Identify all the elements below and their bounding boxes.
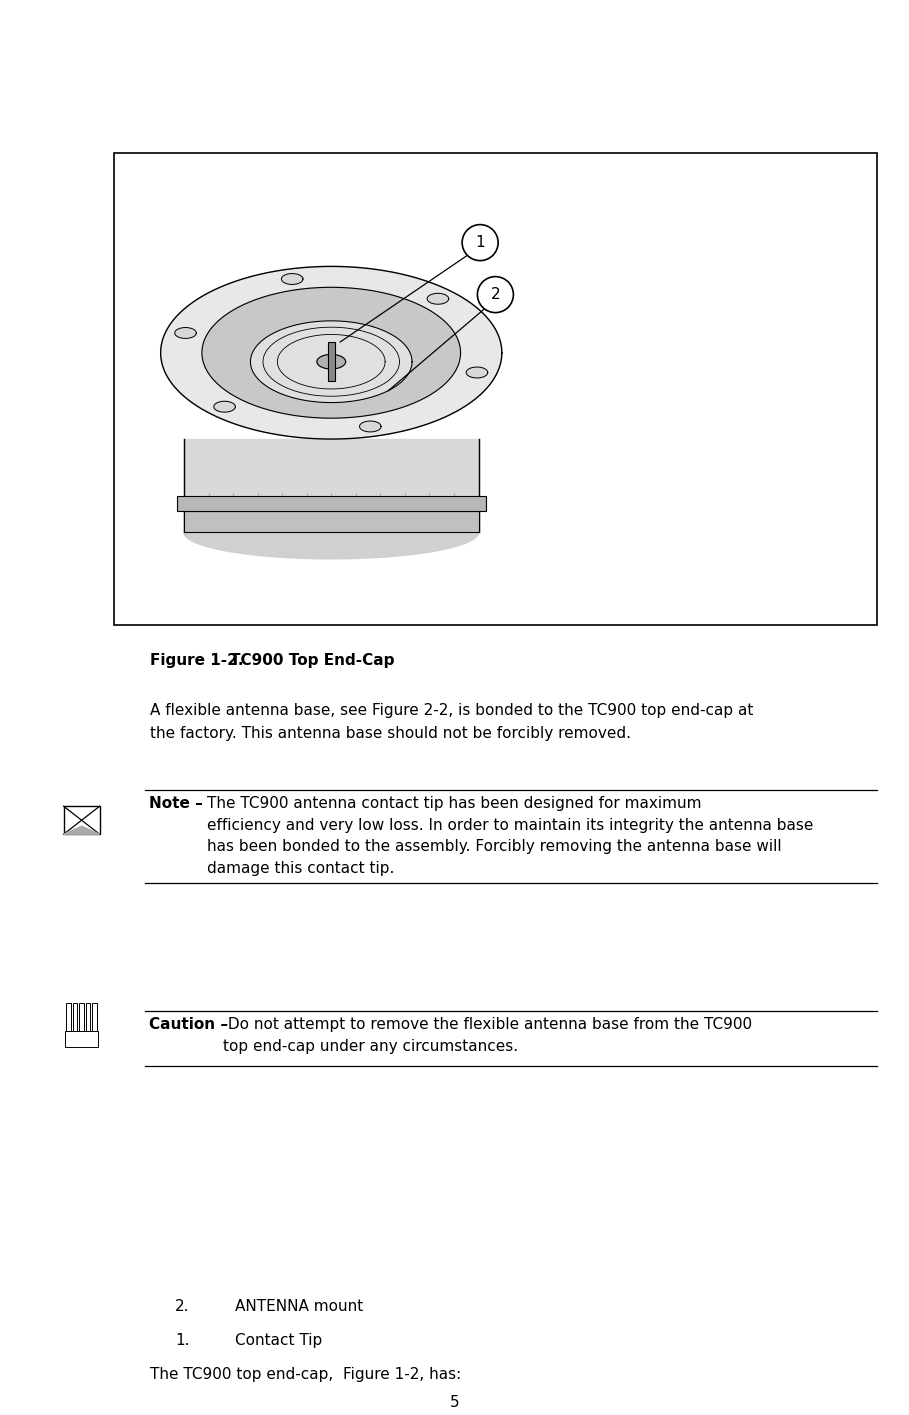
Polygon shape [175, 327, 196, 338]
Polygon shape [184, 439, 478, 532]
Bar [176, 497, 485, 511]
Text: Contact Tip: Contact Tip [235, 1333, 322, 1348]
Polygon shape [184, 532, 478, 559]
Polygon shape [161, 266, 502, 439]
Text: Figure 1-2.: Figure 1-2. [150, 654, 244, 668]
Polygon shape [466, 366, 488, 378]
Text: The TC900 top end-cap,  Figure 1-2, has:: The TC900 top end-cap, Figure 1-2, has: [150, 1367, 461, 1382]
Text: ANTENNA mount: ANTENNA mount [235, 1299, 364, 1315]
Text: 1.: 1. [175, 1333, 189, 1348]
Text: 5: 5 [450, 1395, 459, 1409]
Text: TC900 Top End-Cap: TC900 Top End-Cap [230, 654, 395, 668]
Bar [65, 1032, 98, 1047]
Circle shape [462, 225, 498, 260]
Text: The TC900 antenna contact tip has been designed for maximum
efficiency and very : The TC900 antenna contact tip has been d… [207, 797, 814, 876]
Polygon shape [317, 354, 345, 369]
Bar [85, 1003, 90, 1032]
Text: Caution –: Caution – [149, 1017, 228, 1032]
Text: 2.: 2. [175, 1299, 189, 1315]
Bar [73, 1003, 77, 1032]
Polygon shape [282, 273, 303, 284]
Polygon shape [64, 826, 100, 835]
Bar [93, 1003, 97, 1032]
Polygon shape [250, 321, 412, 403]
Bar [184, 511, 478, 532]
Bar [327, 342, 335, 382]
Polygon shape [359, 422, 381, 432]
Bar [64, 807, 100, 835]
Text: Note –: Note – [149, 797, 208, 811]
Circle shape [477, 276, 514, 313]
Text: 2: 2 [491, 287, 500, 303]
Polygon shape [202, 287, 461, 419]
Text: A flexible antenna base, see Figure 2-2, is bonded to the TC900 top end-cap at
t: A flexible antenna base, see Figure 2-2,… [150, 703, 754, 740]
Bar [79, 1003, 84, 1032]
Bar [114, 153, 877, 625]
Text: Do not attempt to remove the flexible antenna base from the TC900
top end-cap un: Do not attempt to remove the flexible an… [223, 1017, 752, 1054]
Polygon shape [214, 402, 235, 412]
Text: 1: 1 [475, 235, 484, 250]
Bar [66, 1003, 71, 1032]
Polygon shape [427, 293, 449, 304]
